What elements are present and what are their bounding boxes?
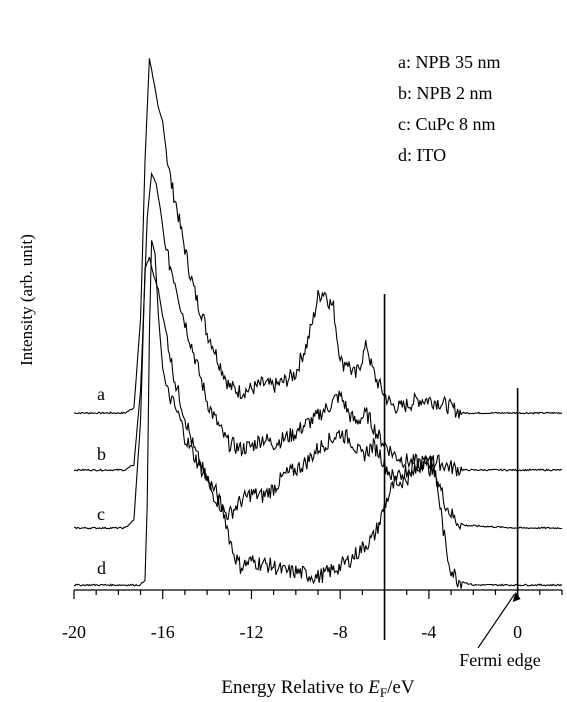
curve-label-b: b <box>97 444 106 464</box>
series-a-line <box>73 58 563 419</box>
x-tick-label: -4 <box>421 622 436 642</box>
legend-entry: d: ITO <box>398 145 446 165</box>
curve-label-d: d <box>97 558 106 578</box>
fermi-edge-arrow <box>477 593 516 649</box>
x-axis-label-subscript: F <box>380 685 387 700</box>
x-tick-label: -12 <box>239 622 263 642</box>
series-c-line <box>74 256 563 531</box>
legend-entry: a: NPB 35 nm <box>398 52 501 72</box>
x-axis-label: Energy Relative to EF/eV <box>221 677 414 700</box>
series-d-line <box>73 240 563 589</box>
legend-entry: c: CuPc 8 nm <box>398 114 496 134</box>
y-axis-label: Intensity (arb. unit) <box>17 234 36 366</box>
annotations-group: Fermi edge <box>459 592 541 670</box>
x-tick-label: -16 <box>151 622 175 642</box>
reference-lines-group <box>383 294 519 640</box>
x-axis-label-prefix: Energy Relative to <box>221 677 368 698</box>
curve-labels-group: a b c d <box>97 384 106 578</box>
curve-label-a: a <box>97 384 105 404</box>
legend-entry: b: NPB 2 nm <box>398 83 493 103</box>
x-axis-label-suffix: /eV <box>387 677 415 698</box>
x-tick-label: -20 <box>62 622 86 642</box>
x-tick-label: 0 <box>513 622 522 642</box>
x-axis-label-variable: E <box>367 677 380 698</box>
curves-group <box>73 58 563 589</box>
series-b-line <box>73 171 563 477</box>
legend: a: NPB 35 nm b: NPB 2 nm c: CuPc 8 nm d: IT… <box>398 52 501 165</box>
x-axis: -20 -16 -12 -8 -4 0 <box>62 589 563 642</box>
fermi-edge-label: Fermi edge <box>459 650 540 670</box>
curve-label-c: c <box>97 504 105 524</box>
x-tick-label: -8 <box>333 622 348 642</box>
fermi-edge-arrowhead <box>512 592 521 602</box>
